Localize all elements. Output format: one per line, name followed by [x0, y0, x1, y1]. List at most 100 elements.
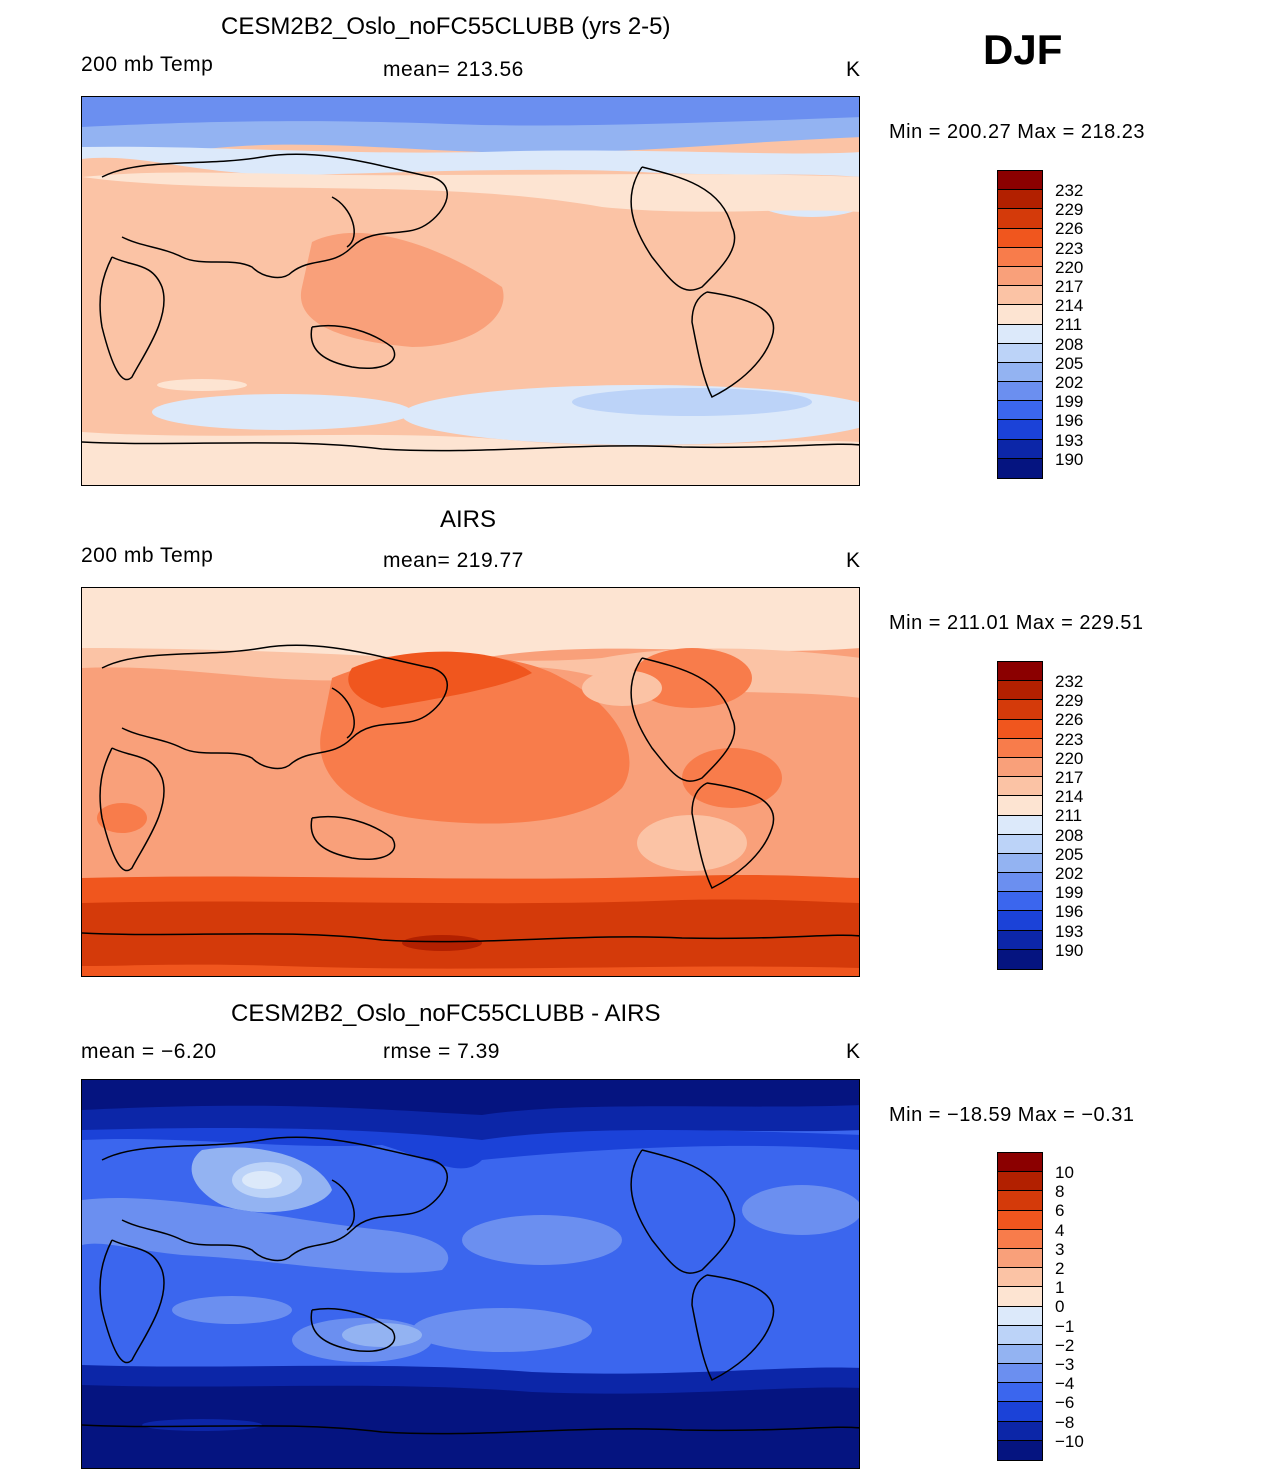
colorbar-label: 220: [1055, 257, 1084, 277]
colorbar-swatch: [998, 190, 1042, 210]
panel3-colorbar-labels: 10 8 6 4 3 2 1 0 −1 −2 −3 −4 −6 −8 −10: [1055, 1163, 1084, 1451]
panel3-colorbar: [997, 1152, 1043, 1461]
panel3-mean-label: mean = −6.20: [81, 1040, 217, 1063]
colorbar-swatch: [998, 930, 1042, 950]
panel1-minmax: Min = 200.27 Max = 218.23: [889, 121, 1145, 143]
colorbar-swatch: [998, 1440, 1042, 1460]
colorbar-swatch: [998, 757, 1042, 778]
colorbar-swatch: [998, 700, 1042, 720]
panel2-title: AIRS: [440, 506, 497, 533]
colorbar-swatch: [998, 382, 1042, 402]
colorbar-swatch: [998, 420, 1042, 440]
colorbar-swatch: [998, 1402, 1042, 1422]
colorbar-label: 205: [1055, 844, 1084, 864]
colorbar-label: 10: [1055, 1163, 1074, 1182]
colorbar-label: 199: [1055, 883, 1084, 903]
colorbar-label: 211: [1055, 315, 1083, 335]
colorbar-label: 226: [1055, 219, 1084, 239]
colorbar-label: 202: [1055, 864, 1084, 884]
colorbar-label: 8: [1055, 1182, 1065, 1202]
colorbar-swatch: [998, 719, 1042, 739]
panel1-variable-label: 200 mb Temp: [81, 53, 214, 76]
panel2-minmax: Min = 211.01 Max = 229.51: [889, 612, 1144, 634]
colorbar-label: 190: [1055, 940, 1084, 960]
colorbar-swatch: [998, 777, 1042, 797]
colorbar-label: 3: [1055, 1239, 1065, 1259]
panel2-units: K: [846, 549, 861, 572]
panel3-map: [81, 1079, 860, 1469]
colorbar-label: 190: [1055, 449, 1084, 469]
colorbar-label: 229: [1055, 691, 1084, 711]
colorbar-swatch: [998, 458, 1042, 478]
panel2-map: [81, 587, 860, 977]
panel1-units: K: [846, 58, 861, 81]
colorbar-label: 193: [1055, 921, 1084, 941]
colorbar-label: 208: [1055, 334, 1084, 354]
colorbar-label: 196: [1055, 411, 1084, 431]
colorbar-label: 229: [1055, 200, 1084, 220]
colorbar-label: −8: [1055, 1412, 1075, 1432]
panel2-mean-label: mean= 219.77: [383, 549, 524, 572]
colorbar-label: 6: [1055, 1201, 1065, 1221]
colorbar-swatch: [998, 209, 1042, 229]
colorbar-swatch: [998, 834, 1042, 854]
panel1-mean-label: mean= 213.56: [383, 58, 524, 81]
colorbar-swatch: [998, 949, 1042, 969]
colorbar-swatch: [998, 362, 1042, 383]
colorbar-label: 1: [1055, 1278, 1065, 1298]
colorbar-swatch: [998, 1210, 1042, 1230]
colorbar-label: −6: [1055, 1393, 1075, 1413]
colorbar-swatch: [998, 892, 1042, 912]
panel2-colorbar: [997, 661, 1043, 970]
colorbar-label: −1: [1055, 1316, 1075, 1336]
colorbar-swatch: [998, 662, 1042, 682]
colorbar-label: 214: [1055, 787, 1084, 807]
colorbar-label: −4: [1055, 1374, 1075, 1394]
colorbar-swatch: [998, 343, 1042, 363]
colorbar-label: −2: [1055, 1335, 1075, 1355]
colorbar-swatch: [998, 439, 1042, 459]
colorbar-label: 220: [1055, 748, 1084, 768]
colorbar-label: 4: [1055, 1220, 1065, 1240]
colorbar-label: 199: [1055, 392, 1084, 412]
panel3-minmax: Min = −18.59 Max = −0.31: [889, 1104, 1135, 1126]
colorbar-label: 2: [1055, 1259, 1065, 1279]
colorbar-label: −10: [1055, 1431, 1084, 1451]
colorbar-label: 217: [1055, 277, 1084, 297]
colorbar-swatch: [998, 305, 1042, 325]
colorbar-swatch: [998, 1421, 1042, 1441]
colorbar-label: 193: [1055, 430, 1084, 450]
colorbar-swatch: [998, 853, 1042, 874]
colorbar-swatch: [998, 1325, 1042, 1345]
colorbar-label: 202: [1055, 373, 1084, 393]
panel3-title: CESM2B2_Oslo_noFC55CLUBB - AIRS: [231, 1000, 661, 1027]
colorbar-label: 223: [1055, 238, 1084, 258]
colorbar-label: 217: [1055, 768, 1084, 788]
colorbar-swatch: [998, 1383, 1042, 1403]
panel2-colorbar-labels: 232 229 226 223 220 217 214 211 208 205 …: [1055, 672, 1083, 960]
colorbar-label: 205: [1055, 353, 1084, 373]
colorbar-label: 232: [1055, 181, 1084, 200]
colorbar-swatch: [998, 1153, 1042, 1173]
colorbar-swatch: [998, 401, 1042, 421]
colorbar-swatch: [998, 911, 1042, 931]
panel3-units: K: [846, 1040, 861, 1063]
colorbar-swatch: [998, 738, 1042, 758]
colorbar-swatch: [998, 1344, 1042, 1365]
colorbar-label: 196: [1055, 902, 1084, 922]
colorbar-label: 232: [1055, 672, 1084, 691]
panel1-title: CESM2B2_Oslo_noFC55CLUBB (yrs 2-5): [221, 13, 671, 40]
colorbar-swatch: [998, 1306, 1042, 1326]
colorbar-swatch: [998, 266, 1042, 287]
panel2-variable-label: 200 mb Temp: [81, 544, 214, 567]
colorbar-swatch: [998, 324, 1042, 344]
season-label: DJF: [983, 26, 1063, 73]
colorbar-swatch: [998, 1191, 1042, 1211]
colorbar-swatch: [998, 247, 1042, 267]
colorbar-swatch: [998, 1287, 1042, 1307]
colorbar-swatch: [998, 1248, 1042, 1269]
colorbar-swatch: [998, 1172, 1042, 1192]
colorbar-swatch: [998, 171, 1042, 191]
panel3-rmse-label: rmse = 7.39: [383, 1040, 500, 1063]
colorbar-swatch: [998, 286, 1042, 306]
